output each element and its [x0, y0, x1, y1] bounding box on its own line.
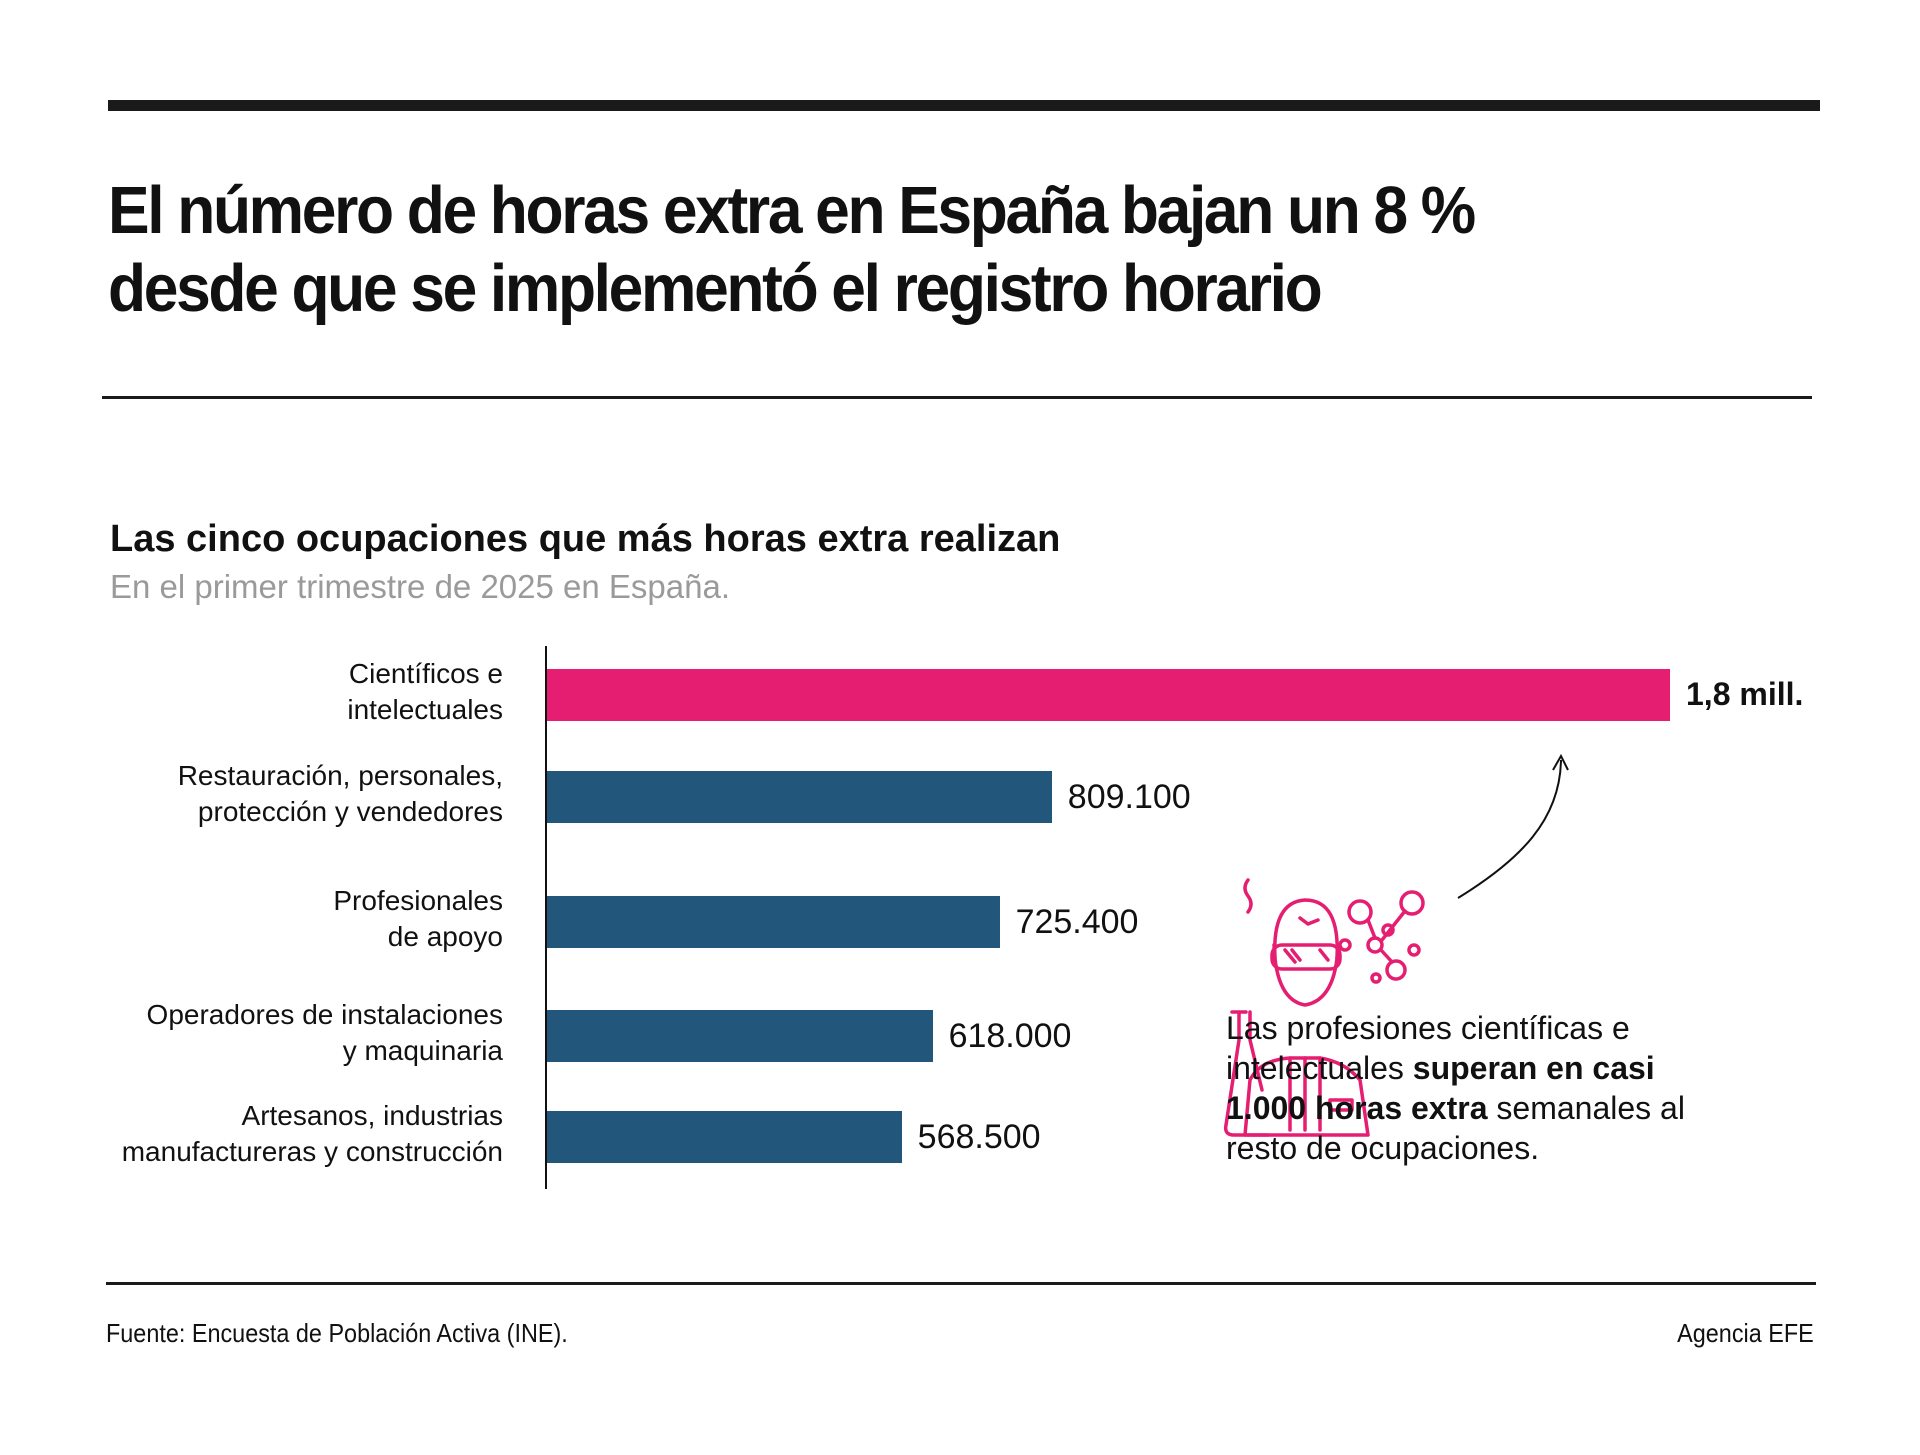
- annotation-text-part: semanales al resto de ocupaciones.: [1226, 1090, 1685, 1166]
- bar-3: [547, 1010, 933, 1062]
- category-label-0: Científicos e intelectuales: [347, 656, 503, 728]
- bar-0: [547, 669, 1670, 721]
- arrow-curve: [1457, 759, 1562, 899]
- bar-1: [547, 771, 1052, 823]
- bar-2: [547, 896, 1000, 948]
- title-line-1: El número de horas extra en España bajan…: [108, 173, 1476, 248]
- arrow-head: [1552, 753, 1569, 771]
- category-label-line: Profesionales: [333, 885, 503, 916]
- credit: Agencia EFE: [1677, 1318, 1814, 1348]
- top-rule: [108, 100, 1820, 111]
- category-label-1: Restauración, personales, protección y ve…: [178, 758, 503, 830]
- category-label-line: Científicos e: [348, 658, 503, 689]
- category-label-line: Artesanos, industrias: [241, 1100, 503, 1131]
- data-label-0: 1,8 mill.: [1686, 676, 1804, 712]
- y-axis-line: [545, 646, 547, 1189]
- category-label-line: de apoyo: [387, 921, 503, 952]
- annotation-text-part: Las profesiones científicas e intelectua…: [1226, 1010, 1630, 1086]
- data-label-3: 618.000: [948, 1017, 1072, 1055]
- category-label-3: Operadores de instalaciones y maquinaria: [147, 997, 503, 1069]
- category-label-line: protección y vendedores: [197, 796, 503, 827]
- data-label-1: 809.100: [1067, 778, 1191, 816]
- footer-rule: [106, 1282, 1816, 1285]
- category-label-line: Operadores de instalaciones: [146, 999, 503, 1030]
- source-note: Fuente: Encuesta de Población Activa (IN…: [106, 1318, 568, 1348]
- bar-4: [547, 1111, 902, 1163]
- category-label-2: Profesionales de apoyo: [333, 883, 503, 955]
- category-label-line: manufactureras y construcción: [121, 1136, 503, 1167]
- category-label-4: Artesanos, industrias manufactureras y co…: [122, 1098, 503, 1170]
- chart-title: Las cinco ocupaciones que más horas extr…: [110, 518, 1061, 560]
- category-label-line: y maquinaria: [342, 1035, 503, 1066]
- data-label-4: 568.500: [917, 1118, 1041, 1156]
- title-line-2: desde que se implementó el registro hora…: [108, 251, 1323, 326]
- annotation-bold-text: superan en casi 1.000 horas extra: [1226, 1050, 1655, 1126]
- chart-subtitle: En el primer trimestre de 2025 en España…: [110, 568, 730, 605]
- data-label-2: 725.400: [1015, 903, 1139, 941]
- page-title: El número de horas extra en España bajan…: [108, 172, 1689, 328]
- annotation-text: Las profesiones científicas e intelectua…: [1226, 1008, 1686, 1168]
- section-rule: [102, 396, 1812, 399]
- category-label-line: Restauración, personales,: [177, 760, 503, 791]
- category-label-line: intelectuales: [347, 694, 503, 725]
